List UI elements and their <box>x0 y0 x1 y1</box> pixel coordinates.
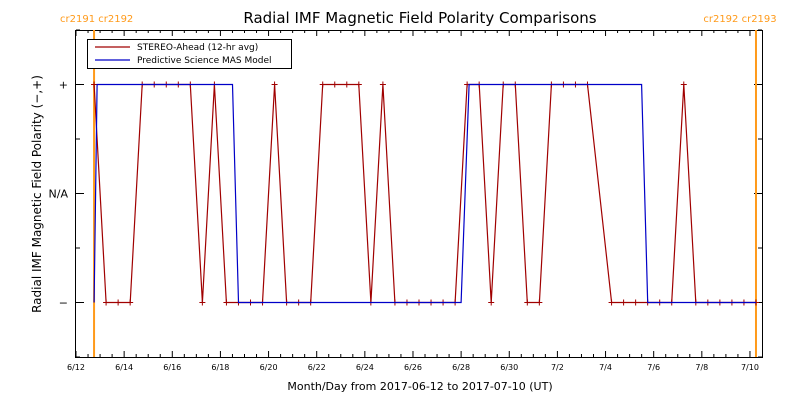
y-tick-label: N/A <box>49 188 69 201</box>
stereo-data-point <box>199 299 206 306</box>
legend-label-model: Predictive Science MAS Model <box>137 56 272 66</box>
carrington-label: cr2192 cr2193 <box>703 14 776 25</box>
chart-title: Radial IMF Magnetic Field Polarity Compa… <box>243 9 596 27</box>
stereo-data-point <box>319 81 326 88</box>
x-tick-label: 6/22 <box>308 363 326 372</box>
x-tick-label: 6/28 <box>452 363 470 372</box>
x-tick-label: 7/8 <box>695 363 708 372</box>
x-tick-label: 6/26 <box>404 363 422 372</box>
stereo-data-point <box>103 299 110 306</box>
series-layer <box>91 81 759 306</box>
x-tick-label: 6/16 <box>163 363 181 372</box>
x-axis-label: Month/Day from 2017-06-12 to 2017-07-10 … <box>287 380 552 393</box>
stereo-series-line <box>93 83 756 304</box>
stereo-data-point <box>115 299 122 306</box>
stereo-data-point <box>379 81 386 88</box>
stereo-data-point <box>355 81 362 88</box>
x-axis: 6/12 6/14 6/16 6/18 6/20 6/22 6/24 6/26 6/28 6/30… <box>67 30 759 372</box>
plot-frame <box>75 30 763 358</box>
x-tick-label: 7/10 <box>741 363 759 372</box>
x-tick-label: 6/30 <box>500 363 518 372</box>
y-axis: + N/A − <box>49 29 762 358</box>
x-tick-label: 7/4 <box>599 363 612 372</box>
x-tick-label: 7/6 <box>647 363 660 372</box>
model-series-line <box>93 83 756 304</box>
legend-label-stereo: STEREO-Ahead (12-hr avg) <box>137 43 258 53</box>
stereo-data-point <box>608 299 615 306</box>
stereo-data-point <box>524 299 531 306</box>
x-tick-label: 6/24 <box>356 363 374 372</box>
stereo-data-point <box>127 299 134 306</box>
x-tick-label: 6/18 <box>211 363 229 372</box>
x-tick-label: 6/20 <box>260 363 278 372</box>
stereo-data-point <box>536 299 543 306</box>
stereo-data-point <box>343 81 350 88</box>
stereo-data-point <box>680 81 687 88</box>
stereo-data-point <box>331 81 338 88</box>
x-tick-label: 6/14 <box>115 363 133 372</box>
y-tick-label: − <box>59 297 68 310</box>
carrington-labels: cr2191 cr2192 cr2192 cr2193 <box>60 14 777 25</box>
x-tick-label: 6/12 <box>67 363 85 372</box>
y-axis-label: Radial IMF Magnetic Field Polarity (−,+) <box>30 75 44 313</box>
legend: STEREO-Ahead (12-hr avg) Predictive Scie… <box>87 39 292 69</box>
y-tick-label: + <box>59 79 68 92</box>
stereo-data-point <box>488 299 495 306</box>
stereo-data-point <box>620 299 627 306</box>
legend-box <box>87 39 292 69</box>
carrington-lines <box>93 30 757 357</box>
x-tick-label: 7/2 <box>551 363 564 372</box>
carrington-label: cr2191 cr2192 <box>60 14 133 25</box>
stereo-data-point <box>271 81 278 88</box>
stereo-data-point <box>223 299 230 306</box>
stereo-data-point <box>91 81 98 88</box>
stereo-data-point <box>632 299 639 306</box>
